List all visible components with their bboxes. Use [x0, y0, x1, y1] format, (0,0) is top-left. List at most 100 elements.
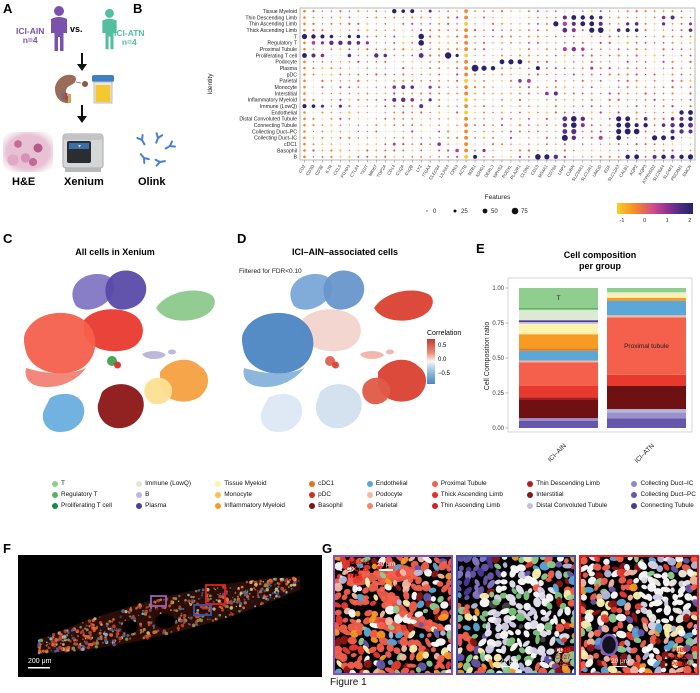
legend-item: Plasma — [136, 502, 191, 509]
marker-legend-row: ■ PODXL — [663, 662, 694, 669]
legend-column: T Regulatory T Proliferating T cell — [52, 480, 112, 509]
legend-swatch — [431, 491, 438, 498]
svg-text:Parietal: Parietal — [279, 79, 297, 85]
legend-item: Thick Ascending Limb — [431, 491, 503, 498]
marker-legend: ● COL5A1 ▲ CXCL12 ■ TNXB — [338, 560, 370, 581]
legend-item: B — [136, 491, 191, 498]
legend-column: Tissue Myeloid Monocyte Inflammatory Myelo… — [215, 480, 285, 509]
panel-g-label: G — [322, 541, 333, 556]
marker-label: CXCL12 — [346, 567, 370, 573]
svg-text:Thick Ascending Limb: Thick Ascending Limb — [247, 28, 298, 34]
marker-shape-icon: ● — [548, 648, 552, 654]
marker-shape-icon: ● — [664, 648, 668, 654]
svg-text:Plasma: Plasma — [280, 66, 297, 72]
panel-f-label: F — [3, 541, 11, 556]
svg-text:IL7R: IL7R — [324, 164, 333, 174]
svg-text:ICI–ATN: ICI–ATN — [634, 442, 656, 464]
svg-text:0.00: 0.00 — [492, 426, 504, 432]
marker-label: TNXB — [346, 574, 363, 580]
scale-bar: 20 μm — [500, 658, 518, 667]
svg-text:CCL5: CCL5 — [332, 163, 342, 175]
marker-legend: ● CD19 ▲ CD27 ■ CD3E — [547, 648, 572, 669]
svg-text:Collecting Duct–IC: Collecting Duct–IC — [254, 136, 297, 142]
legend-label: Thick Ascending Limb — [440, 491, 503, 498]
legend-swatch — [631, 491, 638, 498]
svg-text:Endothelial: Endothelial — [271, 110, 297, 116]
legend-label: Podocyte — [375, 491, 403, 498]
svg-text:B: B — [294, 155, 298, 161]
svg-text:200 μm: 200 μm — [28, 658, 52, 665]
svg-text:C1QB: C1QB — [404, 164, 415, 177]
svg-text:EGF: EGF — [603, 164, 612, 174]
legend-label: Regulatory T — [61, 491, 98, 498]
svg-text:1.00: 1.00 — [492, 286, 504, 292]
svg-text:LILRA4: LILRA4 — [438, 163, 450, 178]
marker-shape-icon: ■ — [339, 574, 343, 580]
umap-ain-associated — [241, 270, 433, 432]
legend-label: Immune (LowQ) — [145, 480, 191, 487]
correlation-colorbar: Correlation 0.5 0.0 −0.5 — [427, 330, 461, 384]
marker-shape-icon: ▲ — [547, 655, 553, 661]
figure-caption: Figure 1 — [330, 677, 367, 688]
svg-text:Regulatory T: Regulatory T — [267, 41, 297, 47]
kidney-urine-icon — [55, 74, 114, 104]
legend-item: Inflammatory Myeloid — [215, 502, 285, 509]
marker-shape-icon: ■ — [548, 662, 552, 668]
panel-a-label: A — [3, 1, 13, 16]
legend-item: Proximal Tubule — [431, 480, 503, 487]
panel-c-label: C — [3, 231, 13, 246]
svg-text:TOP2A: TOP2A — [375, 164, 387, 179]
svg-text:pDC: pDC — [287, 72, 298, 78]
roi-mosaic — [454, 553, 580, 678]
marker-legend-row: ● CD19 — [547, 648, 571, 655]
group2-label: ICI-ATN n=4 — [114, 28, 145, 48]
roi-image-blue: ● CD19 ▲ CD27 ■ CD3E 20 μm — [454, 553, 580, 678]
legend-item: Collecting Duct–PC — [631, 491, 696, 498]
legend-swatch — [215, 491, 222, 498]
legend-swatch — [366, 480, 373, 487]
svg-text:0.75: 0.75 — [492, 321, 504, 327]
vs-label: vs. — [70, 24, 83, 34]
roi-image-red: ● CUBN ▲ PLA2R1 ■ PODXL 20 μm — [577, 552, 700, 678]
marker-shape-icon: ▲ — [338, 567, 344, 573]
svg-text:CD3E: CD3E — [314, 164, 324, 176]
svg-text:cDC1: cDC1 — [284, 142, 297, 148]
legend-swatch — [631, 502, 638, 509]
svg-text:LRP2: LRP2 — [557, 163, 567, 175]
legend-item: Connecting Tubule — [631, 502, 695, 509]
person-icon-purple — [51, 6, 67, 51]
svg-text:Proliferating T cell: Proliferating T cell — [256, 53, 297, 59]
legend-column: Thin Descending Limb Interstitial Distal C… — [527, 480, 607, 509]
legend-swatch — [215, 502, 222, 509]
scale-bar: 20 μm — [611, 658, 629, 667]
svg-text:Connecting Tubule: Connecting Tubule — [254, 123, 297, 129]
svg-text:MZB1: MZB1 — [467, 163, 478, 176]
marker-legend: ● CUBN ▲ PLA2R1 ■ PODXL — [663, 648, 695, 669]
svg-text:Proximal Tubule: Proximal Tubule — [260, 47, 297, 53]
svg-text:CD3D: CD3D — [305, 164, 315, 177]
legend-item: cDC1 — [309, 480, 343, 487]
svg-text:Proximal tubule: Proximal tubule — [624, 343, 669, 350]
marker-legend-row: ▲ CD27 — [547, 655, 571, 662]
svg-text:CTLA4: CTLA4 — [349, 163, 361, 178]
legend-label: Distal Convoluted Tubule — [536, 502, 608, 509]
marker-shape-icon: ■ — [664, 662, 668, 668]
svg-text:CD79A: CD79A — [546, 164, 558, 179]
legend-label: Parietal — [375, 502, 398, 509]
svg-text:75: 75 — [521, 209, 528, 215]
svg-text:Features: Features — [485, 194, 511, 201]
svg-text:CD2: CD2 — [298, 163, 307, 173]
umap-ain-title: ICI–AIN–associated cells — [291, 247, 399, 257]
svg-text:AQP2: AQP2 — [628, 163, 639, 176]
legend-swatch — [527, 480, 534, 487]
xenium-instrument-icon — [62, 133, 104, 172]
person-icon-teal — [102, 8, 117, 50]
svg-text:CPA3: CPA3 — [449, 163, 459, 175]
legend-swatch — [136, 502, 143, 509]
legend-label: Proliferating T cell — [61, 502, 112, 509]
svg-text:Thin Ascending Limb: Thin Ascending Limb — [249, 22, 297, 28]
svg-text:0: 0 — [643, 218, 646, 224]
legend-swatch — [431, 480, 438, 487]
